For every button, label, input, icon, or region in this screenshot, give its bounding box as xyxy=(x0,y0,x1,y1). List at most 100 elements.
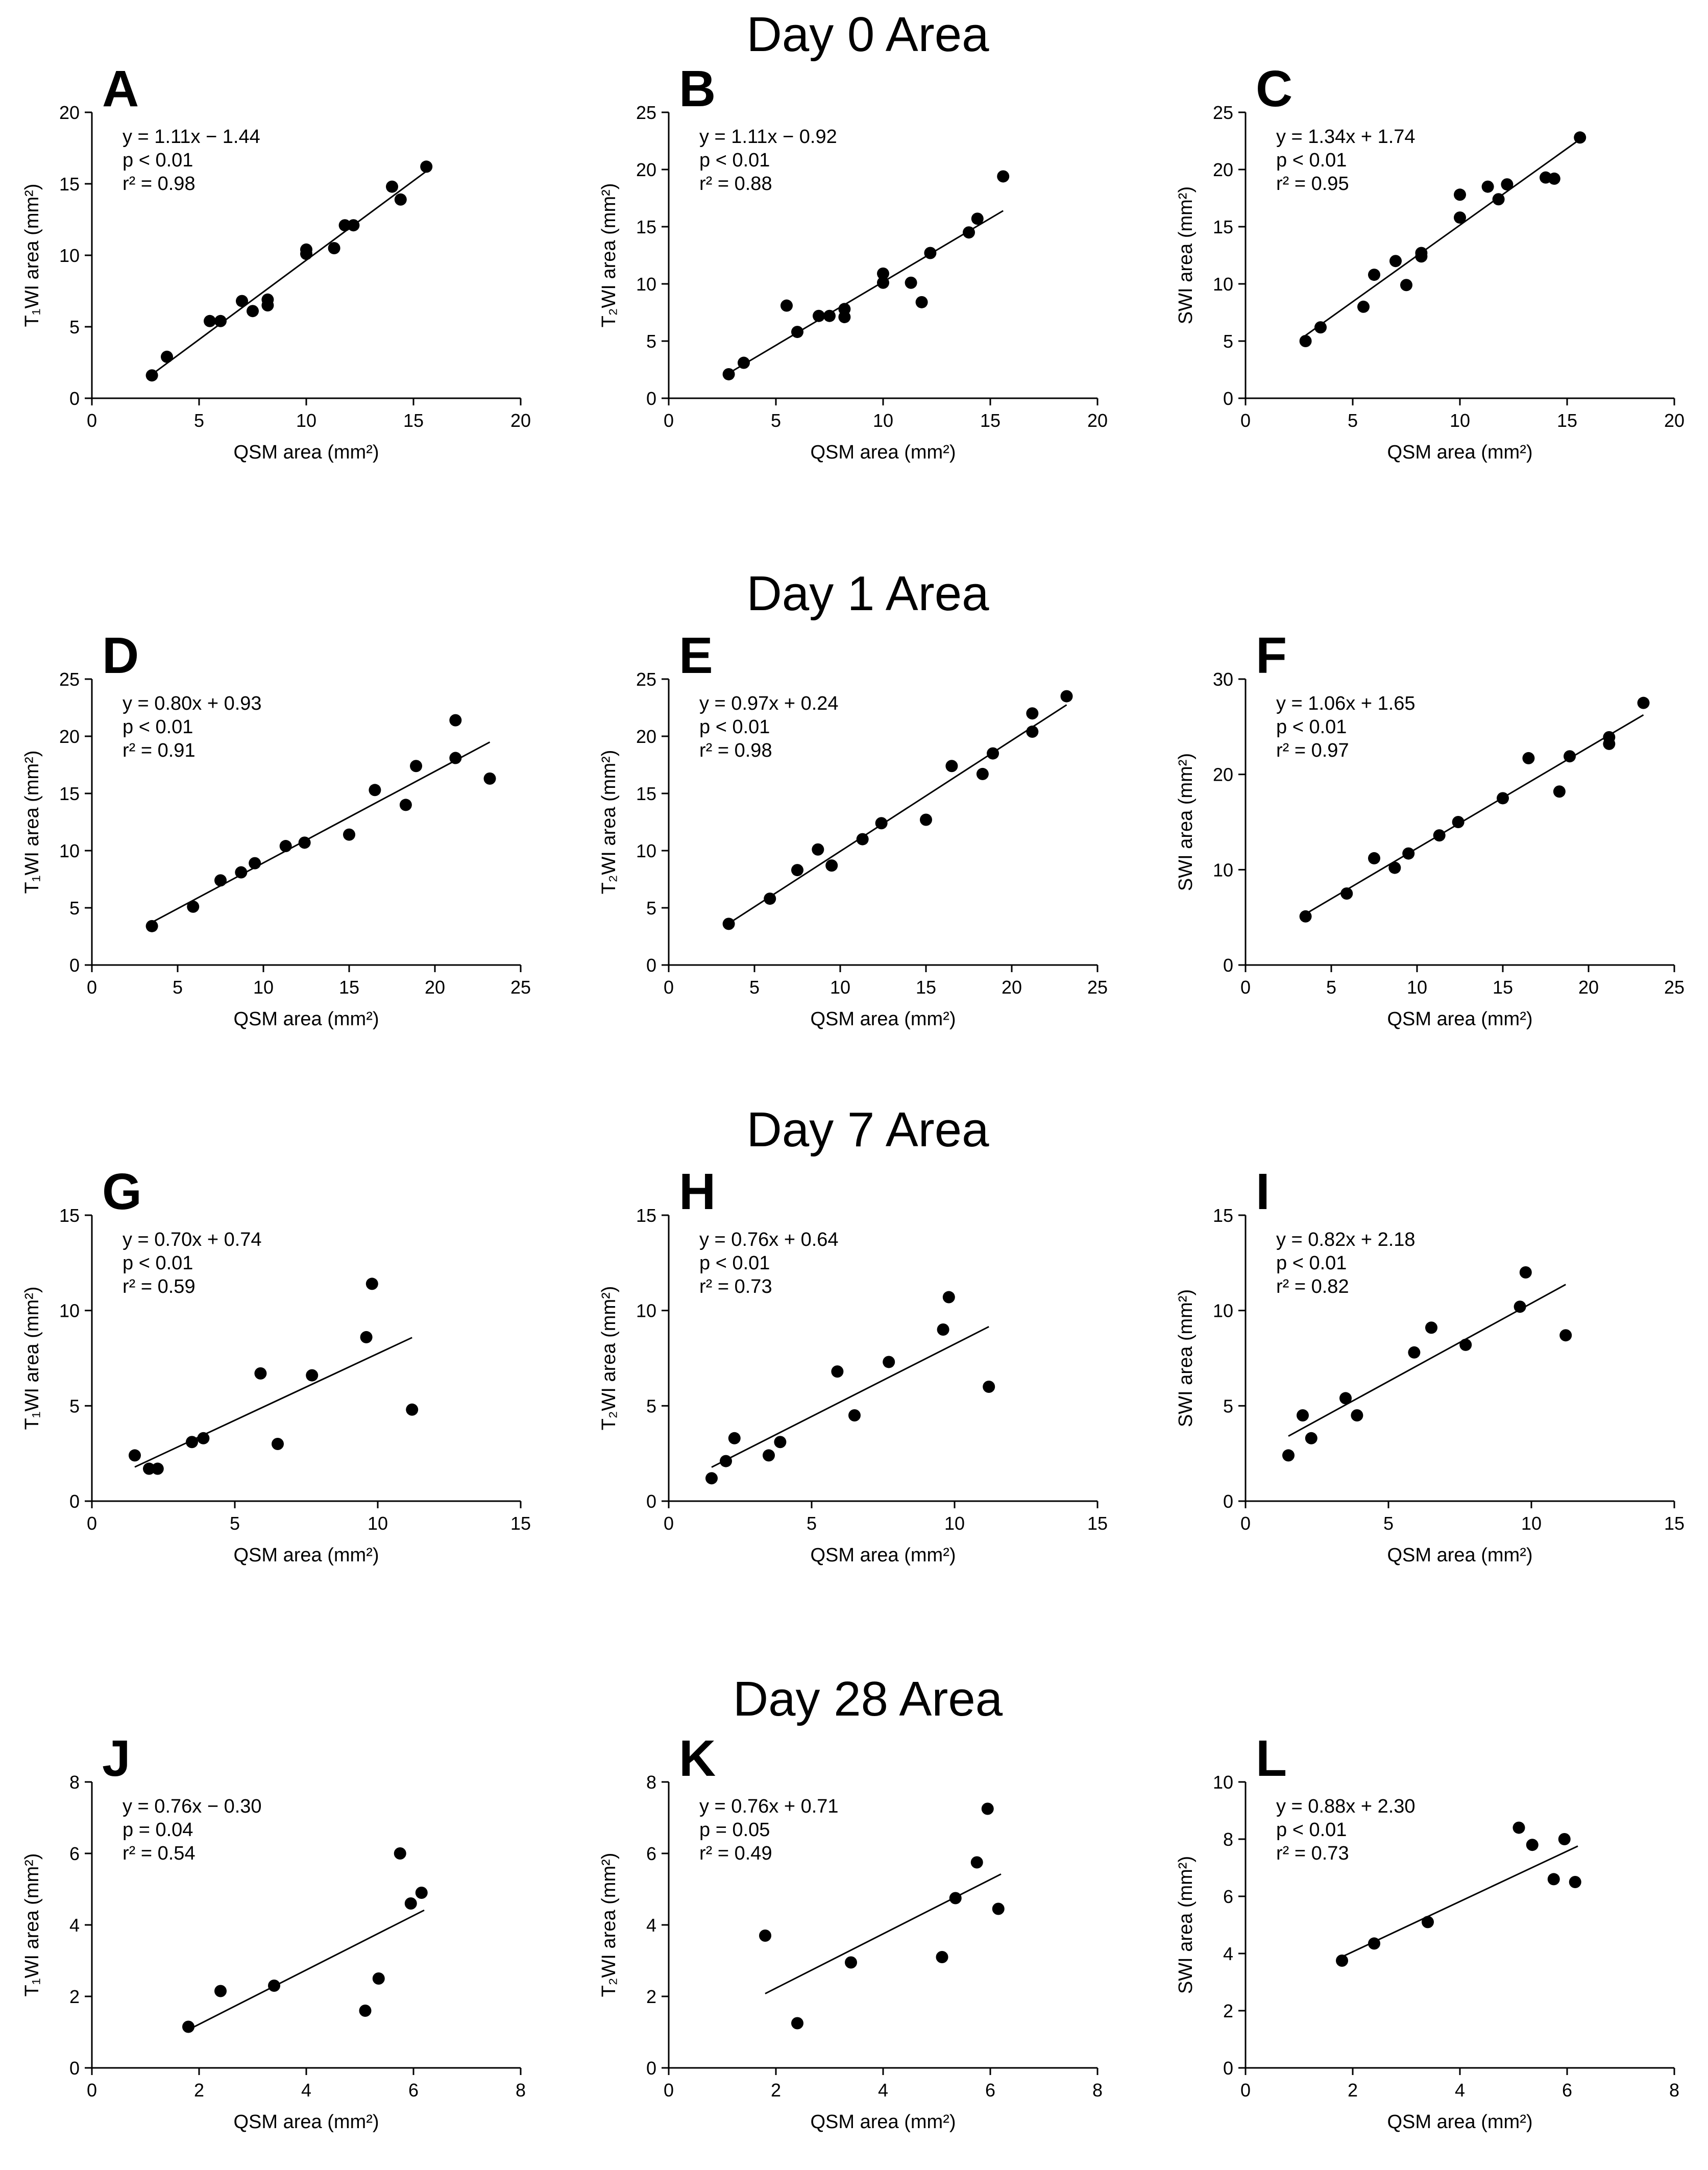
y-tick-label: 2 xyxy=(646,1986,656,2007)
data-point xyxy=(1553,785,1566,798)
scatter-panel-b: B 0 5 10 15 20 0 5 10 15 20 25 QSM area (mm²) T₂WI ar… xyxy=(598,60,1108,463)
panel-letter-l: L xyxy=(1256,1730,1287,1787)
x-tick-label: 2 xyxy=(771,2080,781,2101)
x-axis-title: QSM area (mm²) xyxy=(811,1008,956,1030)
data-point xyxy=(343,828,355,841)
y-tick-label: 10 xyxy=(59,1300,80,1321)
data-point xyxy=(831,1365,844,1378)
data-point xyxy=(386,180,398,193)
data-point xyxy=(1299,910,1312,923)
y-tick-label: 8 xyxy=(1223,1829,1233,1850)
y-tick-label: 15 xyxy=(636,783,656,804)
scatter-panel-f: F 0 5 10 15 20 25 0 10 20 30 QSM area (mm²) SWI area… xyxy=(1175,627,1685,1030)
data-point xyxy=(1512,1821,1525,1834)
y-tick-label: 10 xyxy=(1213,859,1233,880)
y-axis-title: T₂WI area (mm²) xyxy=(598,750,620,895)
data-point xyxy=(1060,690,1073,703)
data-point xyxy=(920,813,932,826)
x-tick-label: 15 xyxy=(339,977,359,998)
regression-equation: y = 0.76x + 0.64 xyxy=(699,1229,839,1250)
regression-p-value: p < 0.01 xyxy=(123,716,193,738)
panel-letter-e: E xyxy=(679,627,713,684)
data-point xyxy=(705,1472,718,1485)
x-tick-label: 0 xyxy=(1240,1513,1251,1534)
x-tick-label: 15 xyxy=(916,977,936,998)
y-tick-label: 25 xyxy=(636,102,656,123)
y-tick-label: 6 xyxy=(1223,1886,1233,1907)
x-tick-label: 0 xyxy=(1240,410,1251,431)
regression-line xyxy=(728,210,1004,374)
x-tick-label: 6 xyxy=(985,2080,995,2101)
regression-r-squared: r² = 0.98 xyxy=(123,173,196,195)
y-tick-label: 25 xyxy=(636,669,656,690)
regression-r-squared: r² = 0.97 xyxy=(1276,740,1349,761)
data-point xyxy=(1026,726,1039,738)
data-point xyxy=(272,1438,284,1450)
data-point xyxy=(1351,1409,1363,1421)
data-point xyxy=(145,369,158,382)
y-tick-label: 10 xyxy=(636,274,656,295)
y-tick-label: 6 xyxy=(646,1843,656,1864)
x-tick-label: 5 xyxy=(1326,977,1336,998)
data-point xyxy=(254,1367,267,1380)
data-point xyxy=(764,893,776,905)
x-tick-label: 4 xyxy=(1455,2080,1465,2101)
data-point xyxy=(279,840,292,853)
data-point xyxy=(812,843,824,856)
regression-r-squared: r² = 0.54 xyxy=(123,1843,196,1864)
y-tick-label: 2 xyxy=(1223,2000,1233,2021)
data-point xyxy=(214,315,227,327)
x-tick-label: 15 xyxy=(980,410,1001,431)
data-point xyxy=(182,2020,194,2033)
data-point xyxy=(410,760,423,773)
x-tick-label: 15 xyxy=(510,1513,531,1534)
x-tick-label: 0 xyxy=(87,2080,97,2101)
x-tick-label: 4 xyxy=(301,2080,311,2101)
data-point xyxy=(1514,1300,1526,1313)
x-tick-label: 10 xyxy=(873,410,893,431)
scatter-panel-d: D 0 5 10 15 20 25 0 5 10 15 20 25 QSM area (mm²) T₁WI … xyxy=(21,627,531,1030)
regression-line xyxy=(728,704,1067,924)
x-tick-label: 10 xyxy=(830,977,850,998)
scatter-panel-l: L 0 2 4 6 8 0 2 4 6 8 10 QSM area (mm²) SWI area (mm²… xyxy=(1175,1730,1679,2133)
x-tick-label: 20 xyxy=(1002,977,1022,998)
scatter-panel-c: C 0 5 10 15 20 0 5 10 15 20 25 QSM area (mm²) SWI are… xyxy=(1175,60,1685,463)
x-axis-title: QSM area (mm²) xyxy=(234,1008,379,1030)
data-point xyxy=(963,226,975,239)
data-point xyxy=(1501,178,1514,191)
x-axis-title: QSM area (mm²) xyxy=(234,1545,379,1566)
regression-line xyxy=(1341,1845,1578,1958)
data-point xyxy=(1402,847,1415,860)
data-point xyxy=(359,2005,372,2017)
x-tick-label: 10 xyxy=(1521,1513,1542,1534)
x-axis-title: QSM area (mm²) xyxy=(811,2111,956,2133)
y-tick-label: 0 xyxy=(646,1491,656,1512)
regression-p-value: p < 0.01 xyxy=(699,150,770,171)
x-tick-label: 15 xyxy=(1493,977,1513,998)
data-point xyxy=(1368,852,1380,864)
y-tick-label: 5 xyxy=(1223,1395,1233,1416)
y-tick-label: 0 xyxy=(69,1491,80,1512)
y-tick-label: 15 xyxy=(59,174,80,195)
regression-line xyxy=(711,1325,989,1468)
x-axis-title: QSM area (mm²) xyxy=(811,442,956,463)
data-point xyxy=(1558,1833,1571,1845)
y-axis-title: SWI area (mm²) xyxy=(1175,1856,1197,1994)
data-point xyxy=(983,1381,995,1393)
data-point xyxy=(1497,792,1509,805)
y-tick-label: 15 xyxy=(636,1205,656,1226)
data-point xyxy=(970,1856,983,1869)
data-point xyxy=(791,864,803,877)
data-point xyxy=(774,1436,787,1449)
y-tick-label: 0 xyxy=(1223,388,1233,409)
x-tick-label: 25 xyxy=(510,977,531,998)
data-point xyxy=(1336,1955,1348,1967)
data-point xyxy=(372,1972,385,1985)
data-point xyxy=(845,1956,857,1969)
y-tick-label: 0 xyxy=(1223,2058,1233,2079)
row-title-4: Day 28 Area xyxy=(733,1672,1003,1726)
data-point xyxy=(394,193,407,206)
data-point xyxy=(1564,750,1576,763)
data-point xyxy=(1637,696,1650,709)
data-point xyxy=(1026,707,1039,720)
